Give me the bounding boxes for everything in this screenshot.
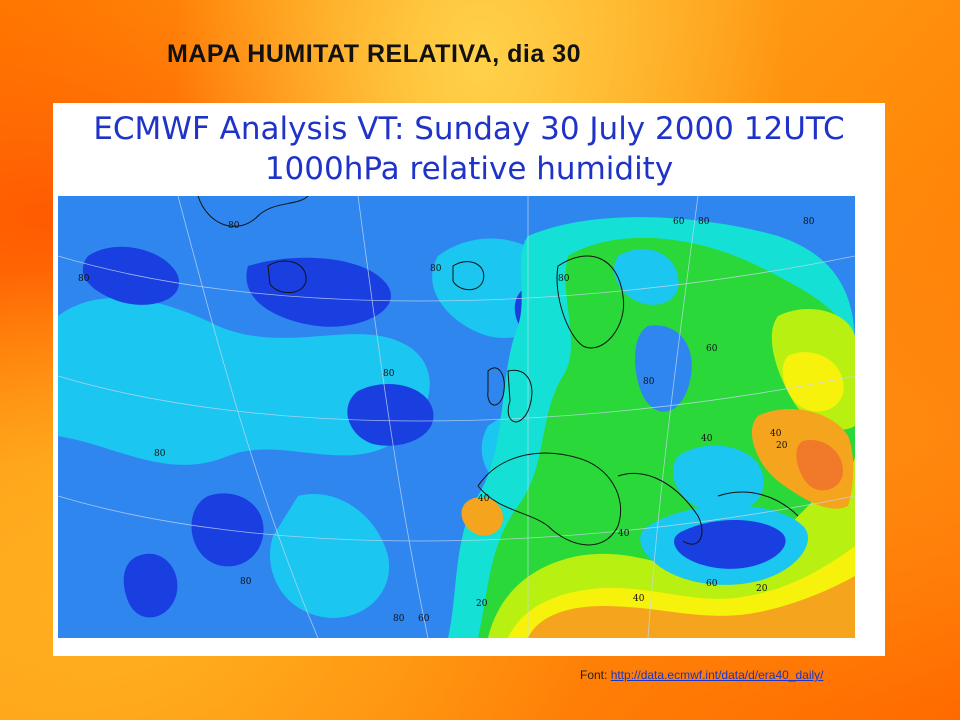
source-citation: Font: http://data.ecmwf.int/data/d/era40… [580, 668, 823, 682]
zone-orange [528, 576, 855, 638]
coastlines [197, 196, 799, 546]
contour-label: 20 [776, 441, 788, 451]
contour-label: 40 [618, 529, 630, 539]
contour-label: 80 [698, 217, 710, 227]
contour-label: 60 [706, 579, 718, 589]
contour-label: 80 [228, 221, 240, 231]
contour-label: 20 [756, 584, 768, 594]
contour-label: 80 [393, 614, 405, 624]
slide-title: MAPA HUMITAT RELATIVA, dia 30 [167, 40, 582, 68]
contour-label: 80 [154, 449, 166, 459]
contour-label: 60 [418, 614, 430, 624]
contour-label: 80 [430, 264, 442, 274]
zone-very-humid [123, 553, 178, 618]
source-link[interactable]: http://data.ecmwf.int/data/d/era40_daily… [610, 668, 824, 682]
zone-orange [461, 497, 503, 536]
contour-label: 40 [633, 594, 645, 604]
contour-label: 80 [78, 274, 90, 284]
map-header: ECMWF Analysis VT: Sunday 30 July 2000 1… [53, 109, 885, 189]
contour-labels: 80 80 80 80 80 80 80 80 80 80 80 60 60 6… [78, 217, 815, 624]
zone-moist [672, 445, 764, 513]
zone-dry [796, 440, 843, 491]
map-header-line2: 1000hPa relative humidity [264, 151, 674, 187]
zone-very-humid [347, 383, 434, 446]
zone-moist [614, 248, 679, 305]
zone-very-humid [246, 257, 391, 327]
contour-label: 80 [558, 274, 570, 284]
contour-label: 20 [476, 599, 488, 609]
contour-label: 80 [383, 369, 395, 379]
zone-very-humid [82, 246, 180, 305]
map-graticule [58, 196, 855, 638]
contour-label: 80 [803, 217, 815, 227]
zone-yellow [782, 352, 844, 412]
map-header-line1: ECMWF Analysis VT: Sunday 30 July 2000 1… [93, 111, 845, 147]
contour-label: 40 [701, 434, 713, 444]
contour-label: 80 [240, 577, 252, 587]
zone-moist [270, 494, 390, 618]
contour-label: 60 [706, 344, 718, 354]
source-prefix: Font: [580, 668, 611, 682]
zone-humid [634, 325, 692, 412]
contour-label: 60 [673, 217, 685, 227]
zone-moist [58, 297, 430, 465]
humidity-contour-map: 80 80 80 80 80 80 80 80 80 80 80 60 60 6… [58, 196, 855, 638]
contour-label: 80 [643, 377, 655, 387]
humidity-map-panel: ECMWF Analysis VT: Sunday 30 July 2000 1… [53, 103, 885, 656]
contour-label: 40 [478, 494, 490, 504]
contour-label: 40 [770, 429, 782, 439]
